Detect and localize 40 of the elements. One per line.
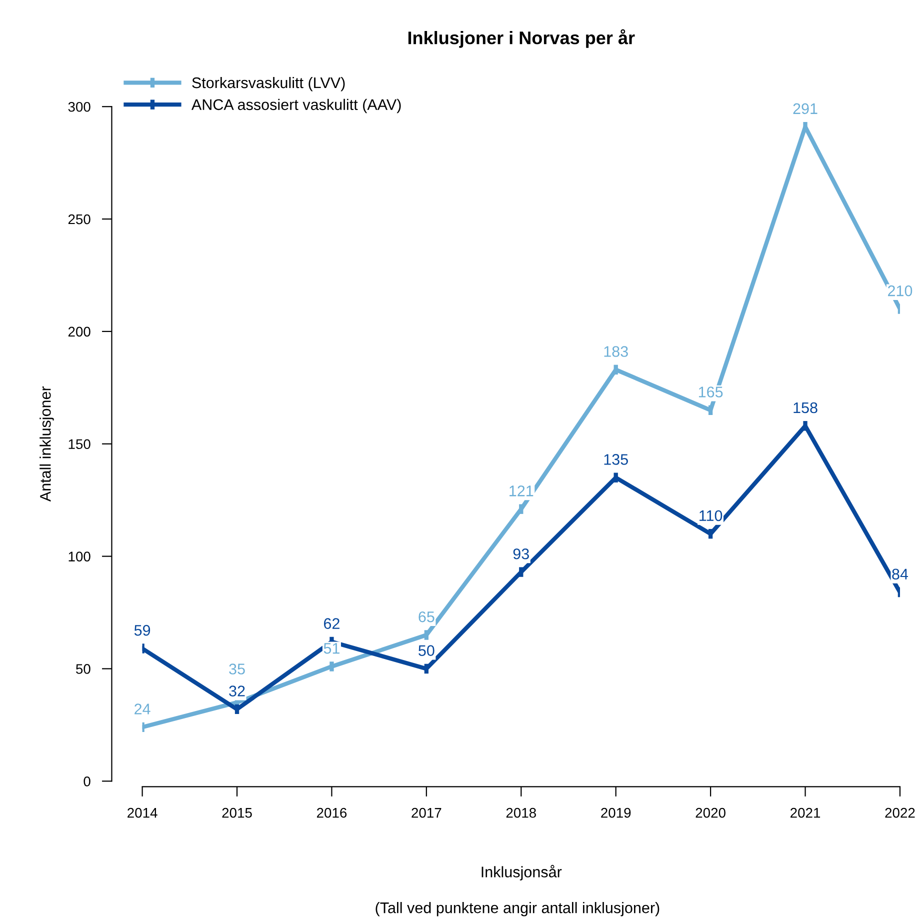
data-label: 51 [324,643,340,654]
data-label: 165 [698,386,723,398]
data-label: 50 [418,645,434,656]
data-label: 135 [604,454,628,465]
data-label: 84 [892,568,908,580]
y-tick-label: 50 [76,664,90,674]
data-label: 35 [229,664,245,674]
x-tick-label: 2017 [412,808,442,818]
x-tick-label: 2015 [222,808,252,818]
data-label: 24 [134,704,150,714]
x-tick-label: 2018 [506,808,536,818]
x-tick-label: 2020 [696,808,726,818]
x-tick-label: 2014 [128,808,158,818]
y-tick-label: 250 [68,214,90,224]
y-axis-title: Antall inklusjoner [40,386,54,502]
x-tick-label: 2019 [601,808,631,818]
x-tick-label: 2016 [316,808,347,818]
data-label: 121 [510,486,534,496]
data-label: 59 [134,624,150,636]
y-tick-label: 100 [68,552,90,562]
text: (Tall ved punktene angir antall inklusjoner) [376,902,660,916]
y-tick-label: 150 [68,439,90,450]
data-label: 65 [418,611,434,622]
legend-label: Storkarsvaskulitt (LVV) [192,76,345,92]
data-label: 93 [513,548,529,560]
y-tick-label: 200 [68,326,90,337]
data-label: 62 [324,618,340,629]
x-axis-title: Inklusjonsår [482,864,562,880]
data-label: 110 [700,510,722,522]
chart-title: Inklusjoner i Norvas per år [408,29,635,48]
x-tick-label: 2022 [885,808,915,818]
y-tick-label: 0 [84,776,90,786]
data-label: 291 [793,103,818,114]
x-tick-label: 2021 [790,808,820,818]
data-label: 32 [229,686,245,696]
y-tick-label: 300 [68,102,90,112]
data-label: 183 [604,346,628,357]
legend-label: ANCA assosiert vaskulitt (AAV) [191,98,401,114]
data-label: 158 [794,402,818,414]
data-label: 210 [888,285,912,296]
